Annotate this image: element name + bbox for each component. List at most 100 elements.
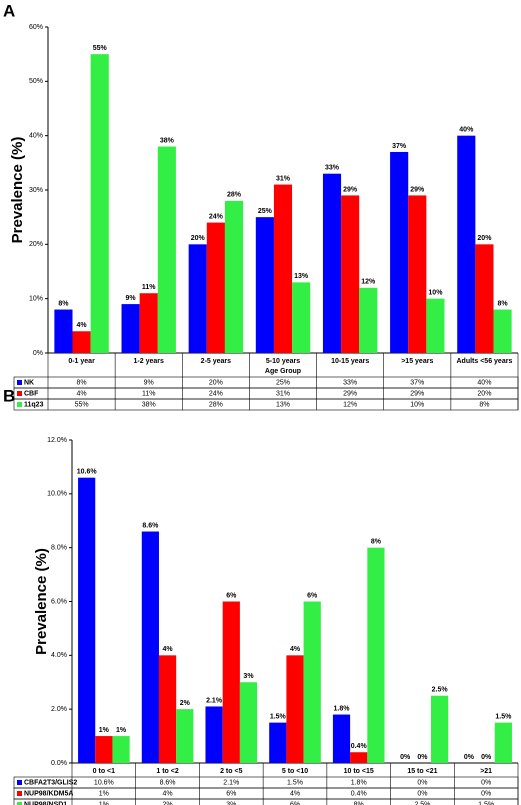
table-cell: 1% — [99, 801, 109, 805]
x-tick-label: 0 to <1 — [93, 768, 115, 775]
bar-value-label: 40% — [459, 127, 474, 134]
bar — [224, 200, 244, 353]
table-cell: 37% — [410, 379, 424, 386]
table-cell: 8% — [77, 379, 87, 386]
table-cell: 20% — [477, 390, 491, 397]
bar-value-label: 1.5% — [495, 713, 512, 720]
x-tick-label: 10 to <15 — [344, 768, 374, 775]
bar-value-label: 4% — [77, 322, 88, 329]
x-tick-label: 2 to <5 — [220, 768, 242, 775]
bar — [322, 173, 342, 353]
table-cell: 3% — [226, 801, 236, 805]
table-cell: 0% — [481, 790, 491, 797]
table-row — [13, 787, 519, 800]
bar-value-label: 10% — [428, 290, 443, 297]
table-cell: 4% — [163, 790, 173, 797]
bar-value-label: 1% — [116, 727, 127, 734]
y-tick-label: 2.0% — [51, 706, 67, 713]
legend-swatch — [17, 780, 22, 785]
table-cell: 55% — [75, 401, 89, 408]
legend-label: NUP98/NSD1 — [24, 801, 67, 805]
x-tick-label: 1 to <2 — [156, 768, 178, 775]
table-cell: 9% — [144, 379, 154, 386]
bar-value-label: 9% — [126, 295, 137, 302]
table-cell: 8% — [479, 401, 489, 408]
legend-swatch — [17, 802, 22, 805]
table-cell: 1% — [99, 790, 109, 797]
table-cell: 28% — [209, 401, 223, 408]
x-tick-label: 2-5 years — [201, 358, 231, 365]
bar-value-label: 4% — [290, 646, 301, 653]
bar — [90, 54, 109, 354]
bar — [431, 695, 449, 763]
table-row — [13, 398, 519, 411]
bar — [332, 714, 351, 763]
bar-value-label: 0% — [464, 754, 475, 761]
bar — [286, 655, 304, 763]
bar — [112, 736, 130, 763]
y-tick-label: 10.0% — [47, 491, 67, 498]
y-tick-label: 12.0% — [47, 437, 67, 444]
x-tick-label: 0-1 year — [68, 358, 95, 365]
y-tick-label: 10% — [29, 296, 43, 303]
x-tick-label: 5-10 years — [266, 358, 300, 365]
bar — [158, 655, 177, 763]
legend-swatch — [17, 380, 22, 385]
x-tick-label: 5 to <10 — [282, 768, 308, 775]
bar — [121, 304, 140, 353]
table-cell: 1.5% — [478, 801, 494, 805]
bar — [95, 736, 113, 763]
bar — [367, 547, 385, 763]
bar-value-label: 33% — [325, 165, 340, 172]
bar — [72, 331, 91, 353]
bar-value-label: 4% — [163, 646, 174, 653]
table-row — [13, 376, 519, 389]
bar-value-label: 28% — [227, 192, 242, 199]
bar-value-label: 8% — [58, 300, 69, 307]
table-cell: 24% — [209, 390, 223, 397]
x-tick-label: Adults <56 years — [457, 358, 513, 365]
bar — [139, 293, 158, 353]
bar-value-label: 6% — [307, 592, 318, 599]
y-tick-label: 0.0% — [51, 760, 67, 767]
y-tick-label: 40% — [29, 133, 43, 140]
table-cell: 2.1% — [223, 779, 239, 786]
table-cell: 11% — [142, 390, 156, 397]
bar-value-label: 6% — [226, 592, 237, 599]
bar — [273, 184, 293, 353]
bar-value-label: 20% — [477, 235, 492, 242]
table-cell: 10.6% — [94, 779, 114, 786]
bar — [493, 309, 512, 353]
y-tick-label: 30% — [29, 187, 43, 194]
bar — [359, 287, 378, 353]
table-cell: 8.6% — [160, 779, 176, 786]
bar-value-label: 55% — [93, 45, 108, 52]
bar-value-label: 0% — [481, 754, 492, 761]
table-cell: 0% — [417, 790, 427, 797]
bar-value-label: 12% — [361, 279, 376, 286]
y-tick-label: 20% — [29, 241, 43, 248]
y-tick-label: 0% — [33, 350, 43, 357]
bar — [176, 709, 194, 763]
table-cell: 4% — [77, 390, 87, 397]
y-tick-label: 60% — [29, 24, 43, 31]
bar — [292, 282, 311, 353]
bar — [494, 722, 512, 763]
table-cell: 20% — [209, 379, 223, 386]
table-cell: 40% — [477, 379, 491, 386]
bar — [426, 298, 445, 353]
bar — [205, 706, 223, 763]
x-tick-label: 1-2 years — [134, 358, 164, 365]
bar-value-label: 24% — [209, 213, 224, 220]
x-tick-label: >21 — [480, 768, 492, 775]
bar-value-label: 3% — [243, 673, 254, 680]
y-axis-label: Prevalence (%) — [33, 548, 50, 655]
table-cell: 29% — [343, 390, 357, 397]
table-cell: 6% — [290, 801, 300, 805]
legend-label: NUP98/KDM5A — [24, 790, 73, 797]
x-axis-label: Age Group — [265, 368, 301, 375]
table-cell: 4% — [290, 790, 300, 797]
bar-value-label: 8% — [497, 300, 508, 307]
table-cell: 38% — [142, 401, 156, 408]
